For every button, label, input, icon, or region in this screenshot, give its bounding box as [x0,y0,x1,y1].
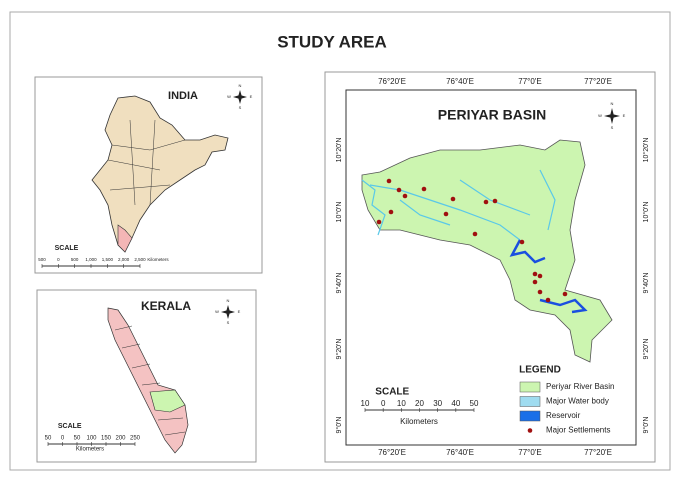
lat-label-right: 10°0'N [642,202,650,223]
scale-tick-label: 0 [381,399,386,408]
scale-tick-label: 500 [71,257,79,262]
basin-area [361,139,613,363]
compass-letter: S [227,320,230,325]
compass-letter: W [598,113,602,118]
scale-tick-label: 10 [361,399,370,408]
india-kerala-highlight [117,224,133,253]
legend-swatch [527,428,533,433]
india-outline [91,95,229,253]
scale-tick-label: 500 [38,257,46,262]
scale-tick-label: 0 [57,257,60,262]
scale-tick-label: 1,500 [102,257,114,262]
scale-tick-label: 40 [451,399,460,408]
compass-rose [221,305,235,319]
lat-label-right: 10°20'N [642,138,650,163]
lat-label-left: 9°0'N [335,417,343,434]
kerala-title: KERALA [141,299,191,313]
compass-letter: S [611,125,614,130]
scale-tick-label: 0 [61,436,65,442]
legend-title: LEGEND [519,365,561,376]
compass-letter: E [250,94,253,99]
kerala-basin [149,389,186,413]
lon-label-top: 77°20'E [584,77,612,86]
scale-unit: Kilometers [147,257,169,262]
legend-label: Reservoir [546,411,581,420]
scale-unit: Kilometers [400,417,438,426]
scale-tick-label: 50 [45,436,52,442]
settlements [376,178,568,303]
lat-label-left: 9°40'N [335,273,343,294]
lat-label-left: 10°0'N [335,202,343,223]
kerala-outline [107,307,189,454]
lat-label-right: 9°0'N [642,417,650,434]
lat-label-right: 9°20'N [642,339,650,360]
lat-label-right: 9°40'N [642,273,650,294]
compass-letter: N [227,298,230,303]
lon-label-bottom: 77°20'E [584,448,612,457]
lon-label-bottom: 76°40'E [446,448,474,457]
legend-label: Periyar River Basin [546,382,614,391]
legend-label: Major Settlements [546,426,610,435]
scale-tick-label: 200 [115,436,126,442]
compass-letter: S [239,105,242,110]
compass-rose [604,108,620,124]
scale-tick-label: 2,000 [118,257,130,262]
scale-tick-label: 100 [86,436,97,442]
scale-tick-label: 50 [74,436,81,442]
kerala-districts [114,325,186,436]
scale-tick-label: 50 [470,399,479,408]
scale-unit: Kilometers [76,447,104,453]
scale-tick-label: 150 [101,436,112,442]
lon-label-bottom: 76°20'E [378,448,406,457]
scale-tick-label: 10 [397,399,406,408]
page-title: STUDY AREA [277,32,387,51]
india-title: INDIA [168,90,198,102]
lon-label-top: 76°20'E [378,77,406,86]
compass-rose [233,90,247,104]
water-bodies [361,169,556,241]
scale-tick-label: 1,000 [85,257,97,262]
compass-letter: W [215,309,219,314]
india-states [107,119,186,206]
legend-label: Major Water body [546,397,609,406]
lon-label-top: 76°40'E [446,77,474,86]
compass-letter: N [611,101,614,106]
compass-letter: E [623,113,626,118]
periyar-title: PERIYAR BASIN [438,107,546,123]
compass-letter: N [239,83,242,88]
scale-tick-label: 30 [433,399,442,408]
scale-tick-label: 20 [415,399,424,408]
legend-swatch [519,396,541,407]
scale-tick-label: 250 [130,436,141,442]
lat-label-left: 10°20'N [335,138,343,163]
compass-letter: W [227,94,231,99]
reservoirs [509,239,588,314]
scale-title: SCALE [375,387,409,398]
lon-label-bottom: 77°0'E [518,448,541,457]
compass-letter: E [238,309,241,314]
legend: Periyar River Basin Major Water body Reser… [519,381,614,435]
scale-title: SCALE [55,245,79,252]
scale-title: SCALE [58,423,82,430]
scale-tick-label: 2,500 [134,257,146,262]
legend-swatch [519,410,541,422]
lon-label-top: 77°0'E [518,77,541,86]
legend-swatch [519,381,541,393]
lat-label-left: 9°20'N [335,339,343,360]
